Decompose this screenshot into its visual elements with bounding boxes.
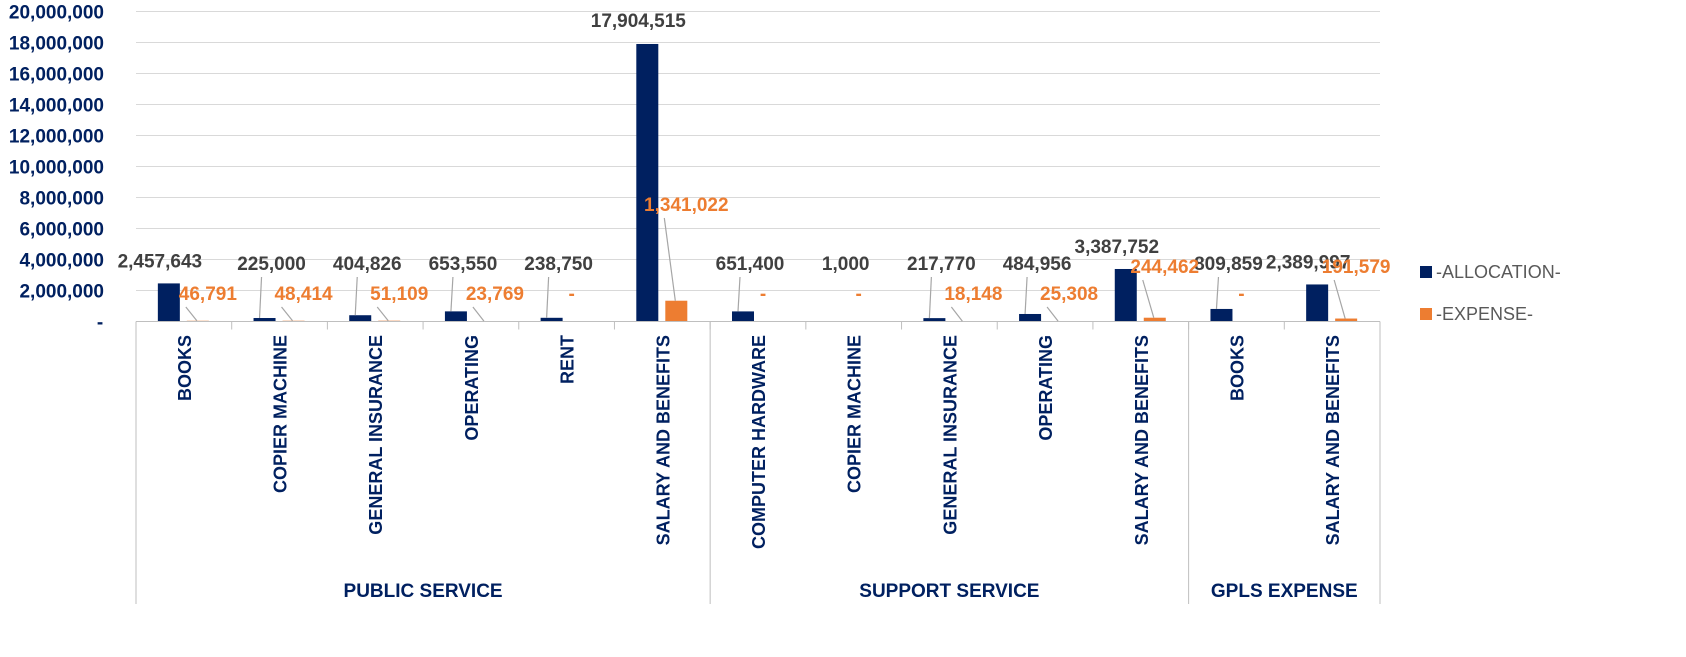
expense-data-label: - (760, 284, 766, 305)
expense-data-label: 48,414 (274, 284, 333, 305)
group-label: SUPPORT SERVICE (859, 581, 1039, 602)
allocation-data-label: 484,956 (1003, 254, 1072, 275)
y-tick-label: 8,000,000 (19, 189, 104, 210)
bars (158, 44, 1357, 322)
allocation-data-label: 17,904,515 (591, 11, 687, 32)
expense-data-label: 51,109 (370, 284, 428, 305)
legend-label: -ALLOCATION- (1436, 262, 1561, 282)
y-axis: - 2,000,000 4,000,000 6,000,000 8,000,000 10,… (9, 3, 104, 334)
expense-data-label: 18,148 (944, 284, 1002, 305)
category-label: RENT (558, 335, 578, 384)
category-label: SALARY AND BENEFITS (1323, 335, 1343, 545)
category-label: GENERAL INSURANCE (940, 335, 960, 535)
y-tick-label: 2,000,000 (19, 282, 104, 303)
category-label: SALARY AND BENEFITS (653, 335, 673, 545)
allocation-data-label: 3,387,752 (1075, 237, 1160, 258)
allocation-bar (1210, 309, 1232, 322)
category-label: COMPUTER HARDWARE (749, 335, 769, 549)
expense-data-label: 1,341,022 (644, 195, 729, 216)
expense-leader-line (186, 307, 197, 321)
category-label: COPIER MACHINE (845, 335, 865, 493)
allocation-data-label: 1,000 (822, 254, 870, 275)
expense-data-label: - (856, 284, 862, 305)
gridlines (136, 12, 1380, 291)
y-tick-label: 14,000,000 (9, 96, 104, 117)
allocation-leader-line (1025, 277, 1027, 314)
y-tick-label: 20,000,000 (9, 3, 104, 24)
y-tick-label: 12,000,000 (9, 127, 104, 148)
y-tick-label: 4,000,000 (19, 251, 104, 272)
expense-data-label: 244,462 (1130, 257, 1199, 278)
category-label: GENERAL INSURANCE (366, 335, 386, 535)
expense-data-label: - (1238, 284, 1244, 305)
category-label: OPERATING (462, 335, 482, 441)
category-label: COPIER MACHINE (271, 335, 291, 493)
allocation-data-label: 238,750 (524, 254, 593, 275)
allocation-data-label: 404,826 (333, 254, 402, 275)
allocation-leader-line (929, 277, 931, 318)
category-label: SALARY AND BENEFITS (1132, 335, 1152, 545)
allocation-data-label: 217,770 (907, 254, 976, 275)
allocation-bar (923, 318, 945, 321)
expense-data-label: - (568, 284, 574, 305)
category-label: BOOKS (175, 335, 195, 401)
legend-label: -EXPENSE- (1436, 304, 1533, 324)
group-label: GPLS EXPENSE (1211, 581, 1358, 602)
legend-swatch (1420, 266, 1432, 278)
allocation-data-label: 809,859 (1194, 254, 1263, 275)
expense-leader-line (1334, 280, 1345, 319)
allocation-leader-line (451, 277, 453, 311)
expense-bar (1144, 318, 1166, 322)
y-tick-label: 10,000,000 (9, 158, 104, 179)
allocation-bar (636, 44, 658, 322)
allocation-leader-line (260, 277, 262, 318)
allocation-leader-line (355, 277, 357, 315)
expense-leader-line (1143, 280, 1154, 318)
allocation-leader-line (1216, 277, 1218, 309)
allocation-data-label: 653,550 (429, 254, 498, 275)
allocation-bar (254, 318, 276, 321)
expense-leader-line (377, 307, 388, 321)
y-tick-label: 16,000,000 (9, 65, 104, 86)
expense-bar (665, 301, 687, 322)
allocation-bar (158, 283, 180, 321)
allocation-bar (1019, 314, 1041, 322)
expense-leader-line (1047, 307, 1058, 321)
allocation-data-label: 2,457,643 (118, 251, 203, 272)
expense-leader-line (282, 307, 293, 321)
allocation-bar (445, 311, 467, 321)
expense-data-label: 191,579 (1322, 257, 1391, 278)
y-tick-label: 18,000,000 (9, 34, 104, 55)
y-tick-label: - (97, 313, 103, 334)
expense-leader-line (473, 307, 484, 321)
category-label: BOOKS (1227, 335, 1247, 401)
x-axis: BOOKS COPIER MACHINE GENERAL INSURANCE OPER… (136, 322, 1380, 605)
legend-swatch (1420, 308, 1432, 320)
expense-leader-line (951, 307, 962, 321)
legend: -ALLOCATION- -EXPENSE- (1420, 262, 1561, 324)
allocation-bar (732, 311, 754, 321)
allocation-bar (349, 315, 371, 321)
allocation-data-label: 651,400 (716, 254, 785, 275)
expense-data-label: 23,769 (466, 284, 524, 305)
category-label: OPERATING (1036, 335, 1056, 441)
expense-data-label: 25,308 (1040, 284, 1098, 305)
y-tick-label: 6,000,000 (19, 220, 104, 241)
group-label: PUBLIC SERVICE (344, 581, 503, 602)
allocation-leader-line (738, 277, 740, 311)
allocation-data-label: 225,000 (237, 254, 306, 275)
allocation-bar (541, 318, 563, 322)
expense-data-label: 46,791 (179, 284, 238, 305)
allocation-leader-line (547, 277, 549, 318)
allocation-bar (1306, 284, 1328, 321)
